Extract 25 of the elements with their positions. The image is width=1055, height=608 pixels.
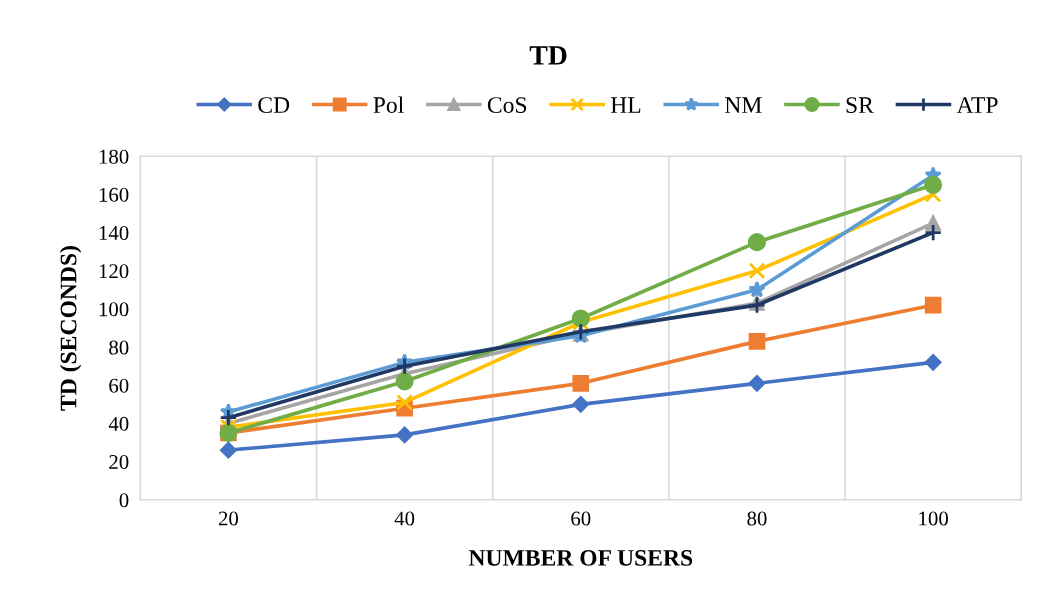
x-tick-label: 100: [919, 511, 948, 526]
x-axis-title: NUMBER OF USERS: [468, 549, 693, 566]
x-tick-label: 20: [218, 511, 239, 526]
legend-label: HL: [610, 97, 641, 113]
y-tick-label: 180: [99, 149, 129, 164]
y-tick-label: 120: [99, 264, 129, 279]
y-tick-label: 80: [109, 340, 129, 355]
legend-label: NM: [725, 97, 762, 113]
x-tick-label: 80: [747, 511, 767, 526]
y-tick-label: 0: [119, 493, 129, 508]
y-tick-label: 100: [99, 302, 129, 317]
y-tick-label: 60: [109, 378, 129, 393]
x-tick-label: 60: [571, 511, 591, 526]
y-tick-label: 20: [109, 454, 129, 470]
x-tick-label: 40: [394, 511, 415, 526]
chart-title: TD: [529, 46, 567, 65]
legend-label: CoS: [487, 97, 527, 114]
y-tick-label: 160: [99, 187, 129, 202]
legend-label: ATP: [956, 97, 998, 113]
y-tick-label: 140: [99, 225, 129, 241]
legend-label: CD: [258, 97, 290, 114]
legend-label: SR: [846, 97, 874, 114]
y-axis-title: TD (SECONDS): [59, 246, 82, 411]
legend-label: Pol: [373, 96, 404, 114]
y-tick-label: 40: [108, 416, 129, 431]
